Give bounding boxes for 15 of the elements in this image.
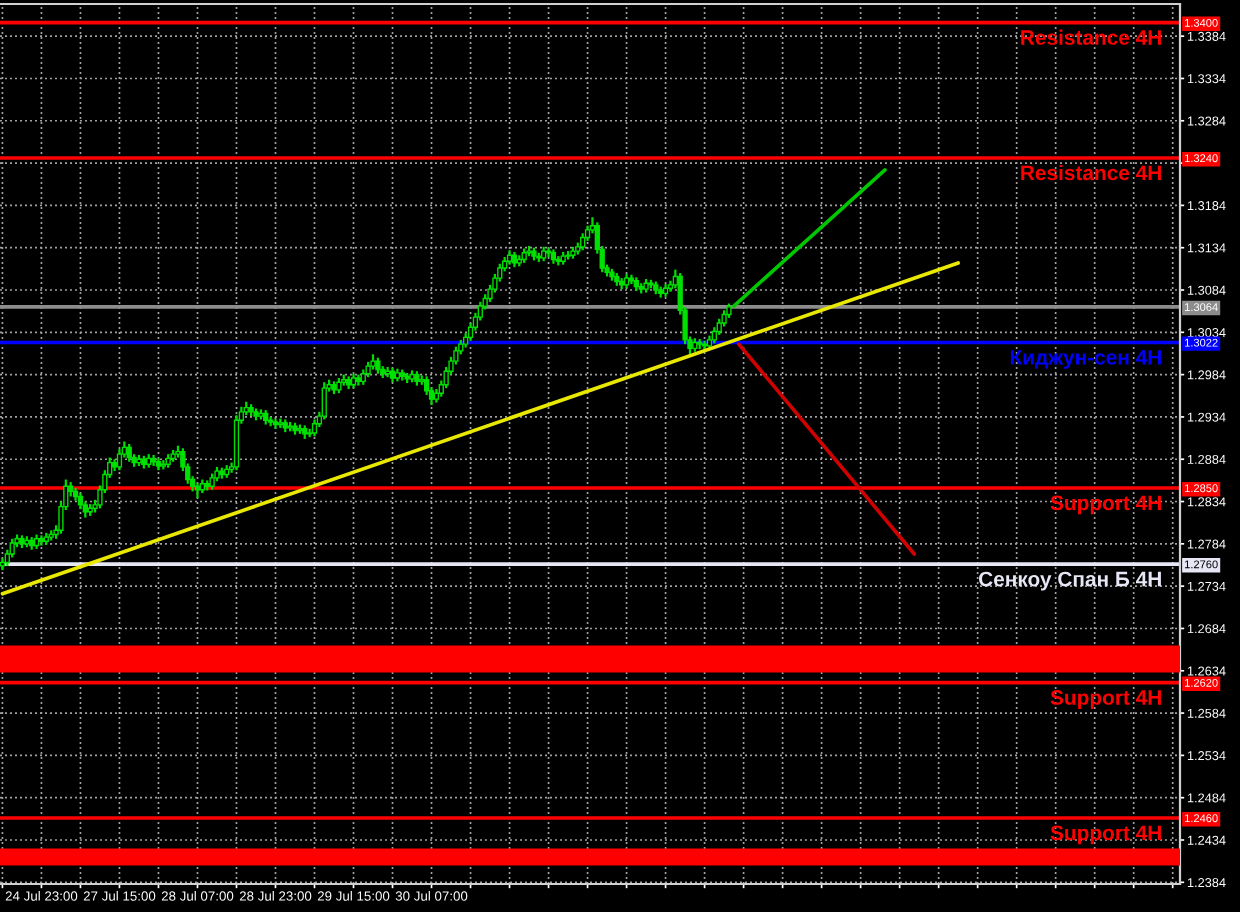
ref-line-label: Resistance 4H xyxy=(1021,164,1161,181)
candlestick xyxy=(9,537,15,559)
candlestick xyxy=(424,375,430,397)
ref-line-label: Киджун-сен 4H xyxy=(1010,350,1161,369)
candlestick xyxy=(38,534,45,547)
ref-line-label: Сенкоу Спан Б 4H xyxy=(979,571,1161,591)
ref-line-label: Support 4H xyxy=(1050,690,1161,709)
ref-line-label: Support 4H xyxy=(1050,495,1161,515)
ref-line-label: Support 4H xyxy=(1050,825,1161,845)
ref-line-label: Resistance 4H xyxy=(1021,29,1161,45)
candlestick xyxy=(233,414,240,472)
candlestick xyxy=(443,365,449,390)
candlestick xyxy=(321,381,327,421)
candlestick xyxy=(116,447,123,472)
candlestick xyxy=(492,272,498,294)
